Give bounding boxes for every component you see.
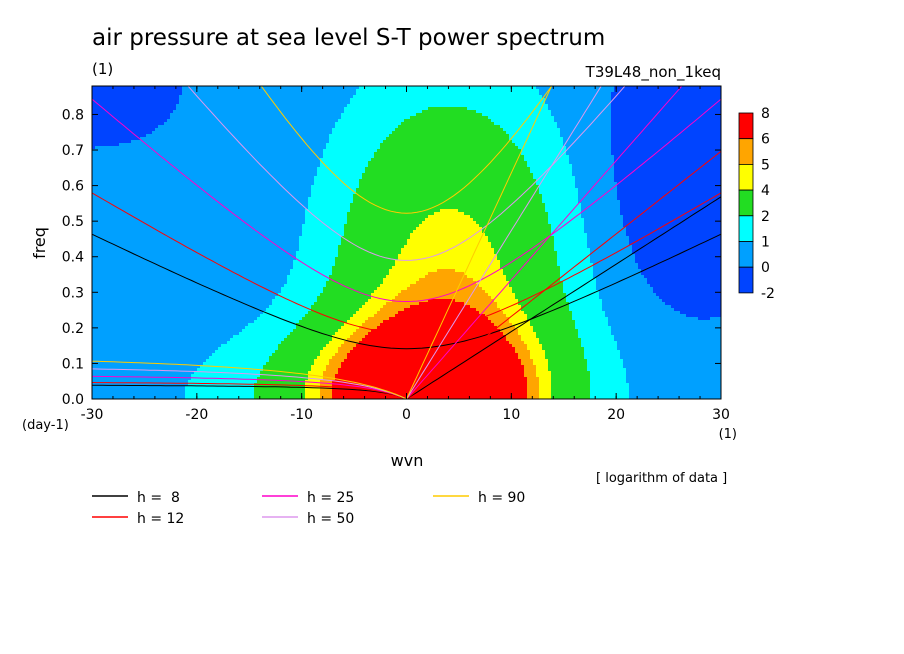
x-tick-label: 20 xyxy=(607,407,625,423)
colorbar-swatch xyxy=(739,113,753,139)
y-tick-label: 0.7 xyxy=(62,143,84,159)
spectrum-shading xyxy=(92,86,722,401)
colorbar-label: 1 xyxy=(761,235,770,251)
colorbar-label: 8 xyxy=(761,106,770,122)
legend-label: h = 8 xyxy=(137,490,180,506)
legend-label: h = 25 xyxy=(307,490,354,506)
x-tick-label: -20 xyxy=(185,407,208,423)
legend-label: h = 90 xyxy=(478,490,525,506)
colorbar-swatch xyxy=(739,139,753,165)
plot-area xyxy=(92,0,722,401)
colorbar-swatch xyxy=(739,242,753,268)
legend-label: h = 12 xyxy=(137,511,184,527)
colorbar-swatch xyxy=(739,216,753,242)
colorbar-label: -2 xyxy=(761,286,775,302)
x-tick-label: -30 xyxy=(81,407,104,423)
colorbar: 8 6 5 4 2 1 0 -2 xyxy=(739,106,775,302)
y-tick-label: 0.8 xyxy=(62,107,84,123)
colorbar-label: 2 xyxy=(761,209,770,225)
x-tick-label: 0 xyxy=(402,407,411,423)
y-tick-label: 0.5 xyxy=(62,214,84,230)
data-note: [ logarithm of data ] xyxy=(596,471,727,486)
colorbar-label: 4 xyxy=(761,183,770,199)
x-tick-label: -10 xyxy=(290,407,313,423)
legend-label: h = 50 xyxy=(307,511,354,527)
colorbar-swatch xyxy=(739,190,753,216)
y-tick-label: 0.2 xyxy=(62,321,84,337)
x-tick-label: 10 xyxy=(502,407,520,423)
colorbar-swatch xyxy=(739,164,753,190)
chart-subtitle-left: (1) xyxy=(92,60,113,78)
chart-subtitle-right: T39L48_non_1keq xyxy=(585,63,721,82)
colorbar-label: 6 xyxy=(761,132,770,148)
x-unit-label: (1) xyxy=(719,427,737,442)
y-tick-label: 0.6 xyxy=(62,179,84,195)
colorbar-label: 5 xyxy=(761,157,770,173)
chart-title: air pressure at sea level S-T power spec… xyxy=(92,25,605,51)
colorbar-label: 0 xyxy=(761,260,770,276)
y-tick-label: 0.0 xyxy=(62,392,84,408)
colorbar-swatch xyxy=(739,267,753,293)
x-axis-label: wvn xyxy=(391,451,424,470)
y-tick-label: 0.4 xyxy=(62,250,84,266)
y-tick-label: 0.1 xyxy=(62,356,84,372)
y-tick-label: 0.3 xyxy=(62,285,84,301)
y-unit-label: (day-1) xyxy=(22,418,69,433)
x-tick-label: 30 xyxy=(712,407,730,423)
legend: h = 8 h = 12 h = 25 h = 50 h = 90 xyxy=(92,490,525,527)
y-axis-label: freq xyxy=(30,227,49,259)
